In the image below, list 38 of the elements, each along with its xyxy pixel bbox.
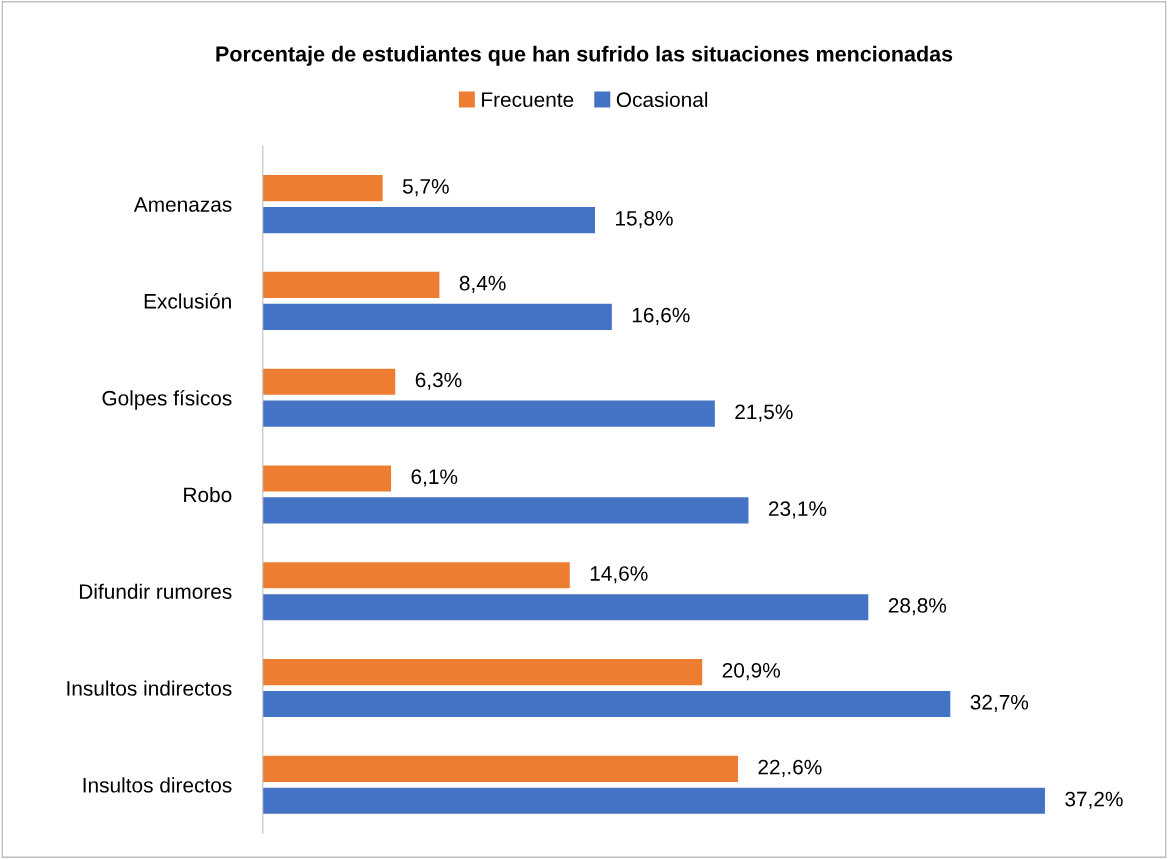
data-label: 16,6%	[632, 307, 690, 325]
bar	[262, 175, 383, 202]
data-label: 20,9%	[722, 662, 781, 681]
bar	[262, 271, 440, 298]
y-tick-label: Golpes físicos	[102, 390, 232, 410]
data-label: 32,7%	[970, 694, 1029, 713]
data-label: 23,1%	[768, 501, 827, 519]
data-label: 14,6%	[590, 566, 648, 584]
data-label: 6,3%	[415, 372, 462, 390]
bar	[262, 594, 869, 621]
y-tick-label: Insultos directos	[83, 777, 232, 793]
bar	[262, 400, 715, 427]
chart-title: Porcentaje de estudiantes que han sufrido las situaciones mencionadas	[216, 45, 953, 66]
bar	[262, 787, 1045, 814]
bar	[262, 368, 396, 395]
legend-label: Ocasional	[616, 91, 708, 108]
data-label: 6,1%	[411, 469, 458, 487]
data-label: 5,7%	[402, 179, 449, 197]
data-label: 8,4%	[459, 275, 506, 293]
bar	[262, 497, 749, 524]
bar	[262, 690, 951, 718]
bar	[262, 303, 612, 330]
data-label: 21,5%	[735, 404, 793, 422]
bar	[262, 207, 595, 234]
y-tick-label: Insultos indirectos	[67, 680, 232, 696]
legend-label: Frecuente	[482, 92, 574, 108]
bar	[262, 755, 738, 782]
y-tick-label: Amenazas	[133, 197, 232, 212]
bar	[262, 465, 392, 492]
bar	[262, 659, 703, 686]
y-tick-label: Exclusión	[144, 293, 231, 309]
data-label: 28,8%	[888, 598, 947, 616]
y-tick-label: Difundir rumores	[79, 583, 232, 600]
y-tick-label: Robo	[184, 486, 232, 503]
data-label: 22,.6%	[758, 759, 822, 777]
data-label: 15,8%	[616, 210, 673, 229]
data-label: 37,2%	[1065, 791, 1123, 809]
bar	[262, 562, 570, 589]
